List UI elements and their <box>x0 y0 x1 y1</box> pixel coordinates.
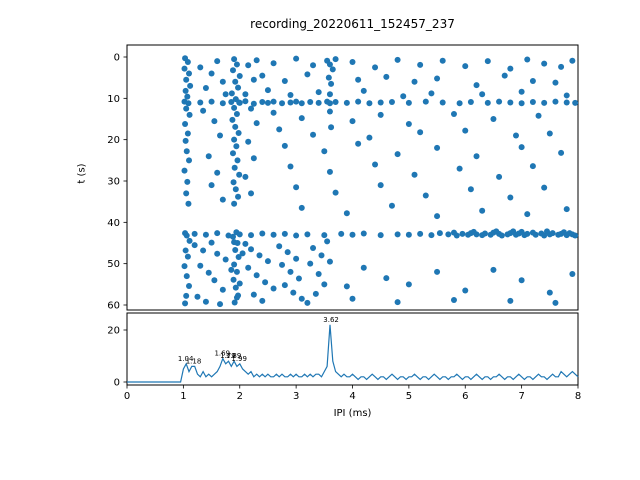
svg-text:20: 20 <box>107 135 120 146</box>
svg-text:3.62: 3.62 <box>323 316 339 324</box>
svg-text:1.18: 1.18 <box>186 357 202 365</box>
svg-text:5: 5 <box>406 391 412 402</box>
svg-text:8: 8 <box>575 391 581 402</box>
svg-text:1.99: 1.99 <box>231 355 247 363</box>
histogram-line <box>127 324 579 383</box>
svg-text:4: 4 <box>349 391 355 402</box>
svg-text:1.69: 1.69 <box>214 350 230 358</box>
svg-text:1.04: 1.04 <box>178 355 194 363</box>
svg-text:20: 20 <box>107 326 120 337</box>
svg-text:1: 1 <box>180 391 186 402</box>
svg-text:7: 7 <box>518 391 524 402</box>
svg-text:0: 0 <box>114 53 120 64</box>
svg-text:60: 60 <box>107 301 120 312</box>
svg-text:1.79: 1.79 <box>220 352 236 360</box>
scatter-y-ticks: 0 10 20 30 40 50 60 <box>107 53 127 312</box>
svg-text:1.89: 1.89 <box>226 352 242 360</box>
svg-text:0: 0 <box>114 378 120 389</box>
scatter-points <box>181 55 579 308</box>
scatter-axes-box <box>126 44 579 311</box>
svg-text:2: 2 <box>237 391 243 402</box>
svg-text:0: 0 <box>124 391 130 402</box>
x-axis-label: IPI (ms) <box>333 408 372 419</box>
svg-text:10: 10 <box>107 94 120 105</box>
svg-text:30: 30 <box>107 177 120 188</box>
svg-text:3: 3 <box>293 391 299 402</box>
chart-title: recording_20220611_152457_237 <box>250 17 455 31</box>
svg-text:50: 50 <box>107 259 120 270</box>
svg-text:40: 40 <box>107 218 120 229</box>
histogram-y-ticks: 0 20 <box>107 326 127 389</box>
x-ticks: 0 1 2 3 4 5 6 7 8 <box>124 385 581 402</box>
peak-annotations: 1.041.18 1.691.791.891.99 3.62 <box>178 316 339 366</box>
svg-text:6: 6 <box>462 391 468 402</box>
